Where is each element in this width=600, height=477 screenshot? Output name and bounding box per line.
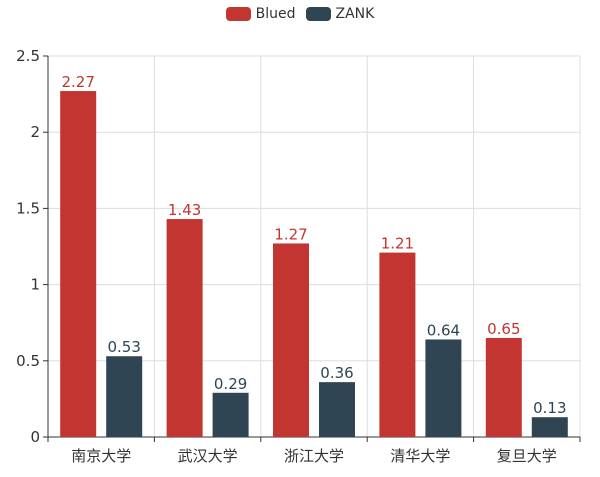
data-label: 0.29	[214, 375, 247, 393]
bar-zank[interactable]	[425, 339, 462, 437]
data-label: 2.27	[61, 73, 94, 91]
x-tick-label: 清华大学	[390, 447, 450, 465]
bar-zank[interactable]	[106, 356, 143, 437]
y-tick-label: 0	[30, 428, 40, 446]
data-label: 0.65	[487, 320, 520, 338]
data-label: 0.64	[427, 321, 460, 339]
legend-item-zank[interactable]: ZANK	[305, 6, 375, 22]
bar-blued[interactable]	[166, 219, 203, 437]
data-label: 1.27	[274, 225, 307, 243]
legend-label-zank: ZANK	[335, 6, 375, 22]
bar-blued[interactable]	[60, 91, 97, 437]
bar-zank[interactable]	[212, 392, 249, 437]
y-tick-label: 1	[30, 276, 40, 294]
legend-label-blued: Blued	[255, 6, 296, 22]
data-label: 0.36	[320, 364, 353, 382]
x-tick-label: 浙江大学	[284, 447, 344, 465]
y-tick-label: 0.5	[16, 352, 40, 370]
data-label: 1.21	[381, 235, 414, 253]
legend-item-blued[interactable]: Blued	[225, 6, 296, 22]
bar-blued[interactable]	[379, 252, 416, 437]
legend: Blued ZANK	[0, 6, 600, 22]
y-tick-label: 2	[30, 123, 40, 141]
bar-blued[interactable]	[273, 243, 309, 437]
x-tick-label: 南京大学	[71, 447, 131, 465]
legend-swatch-zank	[305, 7, 331, 21]
data-label: 1.43	[168, 201, 201, 219]
y-tick-label: 2.5	[16, 47, 40, 65]
x-tick-label: 复旦大学	[497, 447, 557, 465]
x-tick-label: 武汉大学	[178, 447, 238, 465]
data-label: 0.13	[533, 399, 566, 417]
bar-zank[interactable]	[531, 417, 568, 437]
data-label: 0.53	[107, 338, 140, 356]
bar-zank[interactable]	[319, 382, 355, 437]
legend-swatch-blued	[225, 7, 251, 21]
bar-blued[interactable]	[485, 337, 522, 437]
y-tick-label: 1.5	[16, 199, 40, 217]
